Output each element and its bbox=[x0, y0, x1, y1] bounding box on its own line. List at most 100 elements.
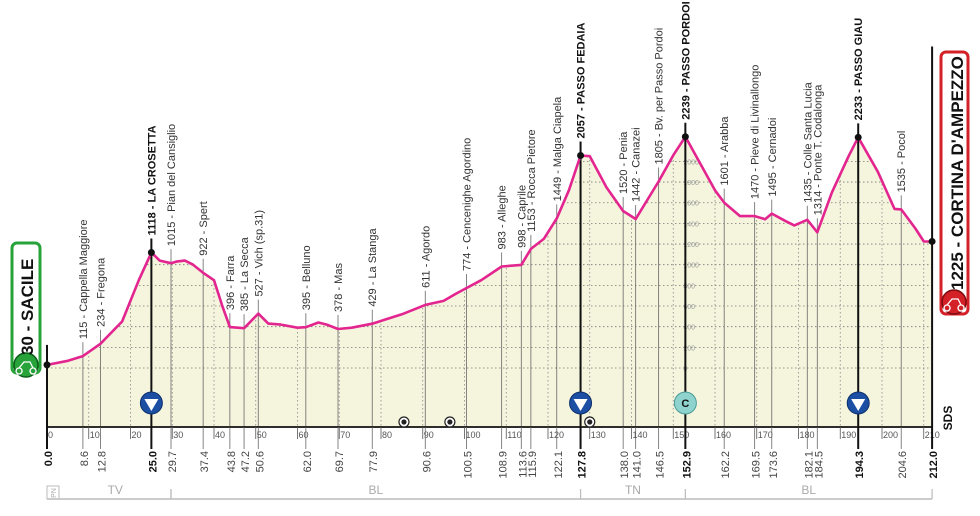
km-label: 90.6 bbox=[421, 451, 433, 472]
sprint-icon-core bbox=[587, 419, 593, 425]
intermediate-sprint-icon bbox=[444, 416, 456, 428]
summit-dot bbox=[854, 133, 862, 141]
c-icon-circle bbox=[673, 391, 697, 415]
summit-label: 2057 - PASSO FEDAIA bbox=[576, 23, 588, 139]
km-label: 0.0 bbox=[43, 451, 55, 466]
km-label: 173.6 bbox=[768, 451, 780, 479]
km-label: 138.0 bbox=[619, 451, 631, 479]
start-badge bbox=[10, 241, 42, 378]
summit-dot bbox=[928, 237, 936, 245]
y-tick-label: 800 bbox=[683, 283, 695, 290]
waypoint-label: 998 - Caprile bbox=[516, 185, 528, 248]
finish-badge bbox=[939, 50, 970, 316]
x-tick-label: 80 bbox=[382, 430, 392, 440]
waypoint-label: 922 - Spert bbox=[198, 201, 210, 255]
waypoint-label: 1535 - Pocol bbox=[896, 131, 908, 193]
km-label: 113.6 bbox=[517, 451, 529, 478]
y-tick-label: 1200 bbox=[683, 242, 699, 249]
summit-label: 2233 - PASSO GIAU bbox=[853, 18, 865, 121]
km-label: 152.9 bbox=[681, 451, 693, 479]
km-label: 184.5 bbox=[813, 451, 825, 479]
c-icon-label: C bbox=[681, 398, 689, 410]
summit-label: 2239 - PASSO PORDOI bbox=[680, 1, 692, 119]
x-tick-label: 70 bbox=[340, 430, 350, 440]
km-label: 194.3 bbox=[854, 451, 866, 479]
km-label: 122.1 bbox=[553, 451, 565, 479]
km-label: 141.0 bbox=[632, 451, 644, 479]
waypoint-label: 611 - Agordo bbox=[420, 226, 432, 288]
x-tick-label: 50 bbox=[257, 430, 267, 440]
waypoint-label: 395 - Belluno bbox=[301, 245, 313, 310]
bike-icon bbox=[941, 289, 967, 315]
c-icon: C bbox=[673, 391, 697, 415]
waypoint-label: 1520 - Penia bbox=[618, 131, 630, 194]
x-tick-label: 140 bbox=[633, 430, 648, 440]
km-label: 162.2 bbox=[720, 451, 732, 479]
kom-icon-triangle bbox=[144, 399, 159, 411]
km-label: 25.0 bbox=[147, 451, 159, 472]
region-label: BL bbox=[368, 483, 383, 497]
profile-line bbox=[46, 135, 933, 367]
x-tick-label: 170 bbox=[758, 430, 773, 440]
kom-icon bbox=[846, 391, 870, 415]
km-label: 37.4 bbox=[199, 451, 211, 472]
waypoint-label: 115 - Cappella Maggiore bbox=[78, 219, 90, 339]
km-label: 29.7 bbox=[167, 451, 179, 472]
waypoint-label: 1495 - Cernadoi bbox=[767, 118, 779, 197]
km-label: 182.1 bbox=[803, 451, 815, 479]
km-label: 115.9 bbox=[527, 451, 539, 478]
km-label: 169.5 bbox=[751, 451, 763, 479]
sprint-icon-core bbox=[401, 419, 407, 425]
km-label: 47.2 bbox=[240, 451, 252, 472]
km-label: 43.8 bbox=[226, 451, 238, 472]
waypoint-label: 385 - La Secca bbox=[239, 236, 251, 311]
region-box-pn bbox=[46, 485, 60, 500]
y-tick-label: 600 bbox=[683, 304, 695, 311]
profile-area bbox=[47, 136, 933, 427]
waypoint-label: 983 - Alleghe bbox=[497, 185, 509, 249]
km-label: 212.0 bbox=[928, 451, 940, 479]
waypoint-label: 1153 - Rocca Pietore bbox=[526, 129, 538, 232]
region-label: TV bbox=[108, 483, 123, 497]
region-label: PN bbox=[51, 488, 58, 498]
waypoint-label: 1601 - Arabba bbox=[719, 116, 731, 186]
x-tick-label: 200 bbox=[883, 430, 898, 440]
x-tick-label: 90 bbox=[424, 430, 434, 440]
y-tick-label: 200 bbox=[683, 345, 695, 352]
bike-icon-glyph bbox=[15, 361, 37, 375]
waypoint-label: 1470 - Pieve di Livinallongo bbox=[750, 65, 762, 200]
x-tick-label: 20 bbox=[132, 430, 142, 440]
waypoint-label: 429 - La Stanga bbox=[367, 228, 379, 307]
waypoint-label: 1805 - Bv. per Passo Pordoi bbox=[654, 28, 666, 165]
summit-dot bbox=[681, 133, 689, 141]
y-tick-label: 400 bbox=[683, 325, 695, 332]
waypoint-label: 396 - Farra bbox=[225, 255, 237, 310]
intermediate-sprint-icon bbox=[584, 416, 596, 428]
summit-dot bbox=[577, 152, 585, 160]
x-tick-label: 30 bbox=[173, 430, 183, 440]
y-tick-label: 1800 bbox=[683, 180, 699, 187]
x-tick-label: 100 bbox=[466, 430, 481, 440]
x-tick-label: 130 bbox=[591, 430, 606, 440]
summit-label: 1118 - LA CROSETTA bbox=[146, 125, 158, 235]
km-label: 127.8 bbox=[577, 451, 589, 479]
finish-label: 1225 - CORTINA D'AMPEZZO bbox=[948, 56, 967, 290]
y-tick-label: 1400 bbox=[683, 221, 699, 228]
km-label: 204.6 bbox=[897, 451, 909, 479]
kom-icon bbox=[569, 391, 593, 415]
start-label: 30 - SACILE bbox=[18, 259, 37, 355]
y-tick-label: 1600 bbox=[683, 201, 699, 208]
region-label: BL bbox=[801, 483, 816, 497]
waypoint-label: 1314 - Ponte T. Codalonga bbox=[812, 84, 824, 216]
km-label: 12.8 bbox=[96, 451, 108, 472]
bike-icon bbox=[13, 352, 39, 378]
km-label: 100.5 bbox=[463, 451, 475, 479]
x-tick-label: 0 bbox=[48, 430, 53, 440]
km-label: 108.9 bbox=[498, 451, 510, 479]
y-tick-label: 1000 bbox=[683, 263, 699, 270]
region-label: TN bbox=[625, 483, 641, 497]
kom-icon bbox=[139, 391, 163, 415]
sprint-icon-core bbox=[447, 419, 453, 425]
kom-icon-triangle bbox=[851, 399, 866, 411]
